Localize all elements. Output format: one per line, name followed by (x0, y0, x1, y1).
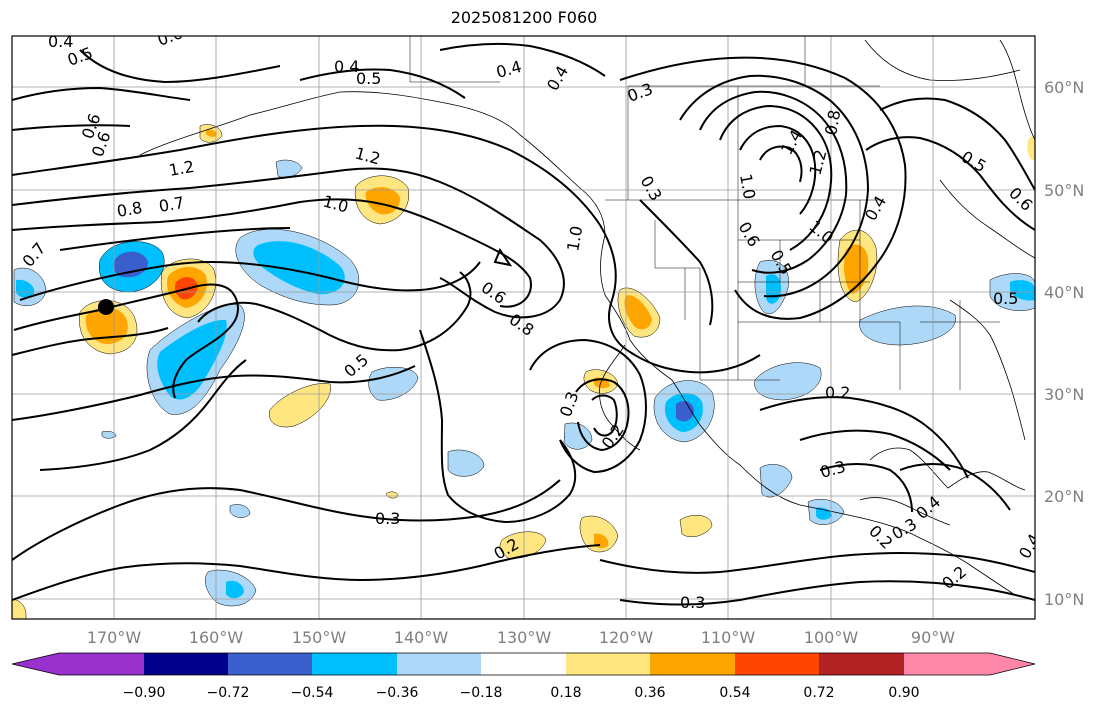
colorbar-label: −0.90 (123, 685, 166, 701)
lat-tick-label: 20°N (1044, 487, 1084, 506)
contour-label: 0.7 (157, 193, 185, 216)
colorbar-cell (481, 653, 566, 675)
marker-dot (98, 299, 114, 315)
colorbar-cell (819, 653, 904, 675)
contour-label: 0.8 (821, 108, 844, 136)
colorbar-label: 0.36 (634, 685, 665, 701)
lon-tick-label: 140°W (394, 628, 449, 647)
colorbar-label: −0.18 (460, 685, 503, 701)
colorbar-cell (228, 653, 312, 675)
lat-tick-labels: 10°N 20°N 30°N 40°N 50°N 60°N (1044, 78, 1084, 609)
colorbar-label: −0.36 (376, 685, 419, 701)
lat-tick-label: 50°N (1044, 181, 1084, 200)
colorbar-outline (11, 652, 1036, 676)
contour-label: 0.8 (115, 198, 143, 221)
contour-label: 0.5 (993, 289, 1018, 308)
lon-tick-label: 150°W (292, 628, 347, 647)
positive-shading (12, 124, 1035, 619)
map-frame (11, 35, 1036, 620)
contour-label: 0.4 (334, 57, 359, 76)
colorbar-label: 0.54 (719, 685, 750, 701)
colorbar-cell (397, 653, 481, 675)
colorbar-cell (312, 653, 397, 675)
colorbar-cell (566, 653, 650, 675)
graticule (12, 36, 1035, 619)
colorbar-cell (735, 653, 819, 675)
lon-tick-label: 100°W (804, 628, 859, 647)
colorbar-label: −0.54 (291, 685, 334, 701)
contour-label: 0.3 (680, 593, 705, 612)
lat-tick-label: 60°N (1044, 78, 1084, 97)
lon-tick-label: 90°W (911, 628, 955, 647)
lon-tick-label: 120°W (599, 628, 654, 647)
colorbar-label: 0.72 (803, 685, 834, 701)
lat-tick-label: 10°N (1044, 590, 1084, 609)
colorbar-label: 0.90 (888, 685, 919, 701)
lon-tick-label: 170°W (87, 628, 142, 647)
coastlines (139, 39, 1035, 596)
contour-label: 1.0 (736, 172, 759, 200)
contour-label: 0.5 (356, 69, 381, 88)
colorbar-labels: −0.90 −0.72 −0.54 −0.36 −0.18 0.18 0.36 … (123, 685, 920, 701)
lon-tick-label: 110°W (701, 628, 756, 647)
map-title: 2025081200 F060 (450, 8, 598, 27)
colorbar-label: 0.18 (550, 685, 581, 701)
colorbar-cell (904, 653, 1035, 675)
lat-tick-label: 30°N (1044, 385, 1084, 404)
lat-tick-label: 40°N (1044, 283, 1084, 302)
contour-label: 0.4 (48, 32, 73, 51)
lon-tick-label: 160°W (189, 628, 244, 647)
colorbar-label: −0.72 (207, 685, 250, 701)
colorbar: −0.90 −0.72 −0.54 −0.36 −0.18 0.18 0.36 … (11, 652, 1036, 701)
contour-label: 0.2 (825, 383, 850, 402)
colorbar-cell (12, 653, 144, 675)
contour-label: 1.0 (563, 224, 586, 252)
contour-lines (12, 42, 1035, 606)
contour-label: 0.3 (375, 509, 400, 528)
lon-tick-labels: 170°W 160°W 150°W 140°W 130°W 120°W 110°… (87, 628, 955, 647)
contour-label: 1.2 (167, 157, 195, 180)
political-borders (409, 36, 1000, 390)
colorbar-cell (650, 653, 735, 675)
colorbar-cell (144, 653, 228, 675)
lon-tick-label: 130°W (497, 628, 552, 647)
